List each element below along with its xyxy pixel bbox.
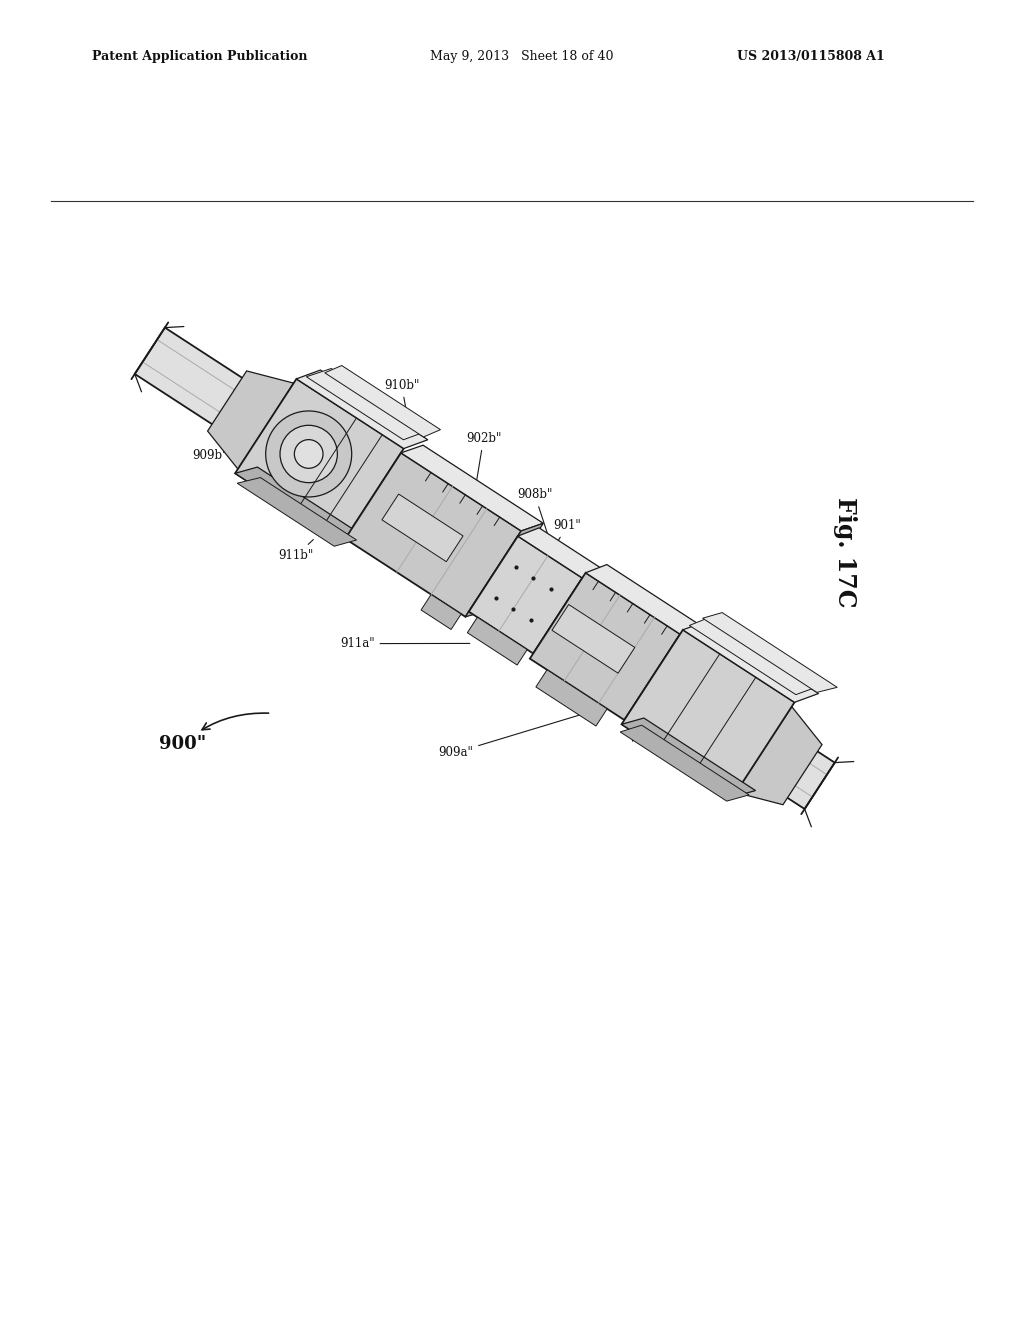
Polygon shape	[208, 371, 294, 469]
Text: Fig. 17C: Fig. 17C	[833, 498, 857, 607]
Text: 902a": 902a"	[586, 610, 679, 632]
Polygon shape	[621, 725, 750, 801]
Polygon shape	[625, 626, 701, 719]
Polygon shape	[582, 618, 835, 809]
Polygon shape	[622, 718, 756, 797]
Polygon shape	[552, 605, 635, 673]
Polygon shape	[306, 368, 427, 440]
Text: 902b": 902b"	[466, 432, 502, 486]
Text: May 9, 2013   Sheet 18 of 40: May 9, 2013 Sheet 18 of 40	[430, 50, 613, 63]
Polygon shape	[536, 669, 607, 726]
Text: US 2013/0115808 A1: US 2013/0115808 A1	[737, 50, 885, 63]
Polygon shape	[382, 494, 463, 561]
Text: 910b": 910b"	[384, 379, 420, 434]
Polygon shape	[529, 573, 680, 719]
Polygon shape	[466, 523, 544, 616]
Polygon shape	[345, 453, 521, 616]
Circle shape	[265, 411, 351, 496]
Polygon shape	[236, 467, 365, 543]
Polygon shape	[683, 620, 818, 702]
Circle shape	[294, 440, 323, 469]
Circle shape	[280, 425, 337, 483]
Polygon shape	[296, 370, 428, 449]
Polygon shape	[622, 630, 795, 797]
Polygon shape	[586, 565, 701, 634]
Text: Patent Application Publication: Patent Application Publication	[92, 50, 307, 63]
Text: 911a": 911a"	[340, 638, 470, 651]
Text: 909b": 909b"	[193, 426, 337, 462]
Polygon shape	[518, 528, 603, 578]
Polygon shape	[238, 478, 356, 546]
Polygon shape	[401, 445, 544, 531]
Text: 901": 901"	[540, 519, 581, 574]
Polygon shape	[702, 612, 838, 693]
Text: 908b": 908b"	[517, 488, 553, 546]
Polygon shape	[421, 594, 461, 630]
Text: 911b": 911b"	[279, 540, 313, 562]
Polygon shape	[135, 327, 388, 519]
Polygon shape	[236, 379, 403, 543]
Polygon shape	[689, 616, 820, 694]
Text: 908a": 908a"	[573, 577, 630, 599]
Polygon shape	[467, 618, 527, 665]
Text: 909a": 909a"	[438, 672, 720, 759]
Polygon shape	[534, 570, 603, 653]
Polygon shape	[325, 366, 440, 437]
Polygon shape	[736, 706, 822, 805]
Text: 910a": 910a"	[599, 634, 634, 742]
Polygon shape	[469, 536, 583, 653]
Text: 900": 900"	[159, 713, 268, 752]
Text: 903": 903"	[522, 554, 565, 602]
